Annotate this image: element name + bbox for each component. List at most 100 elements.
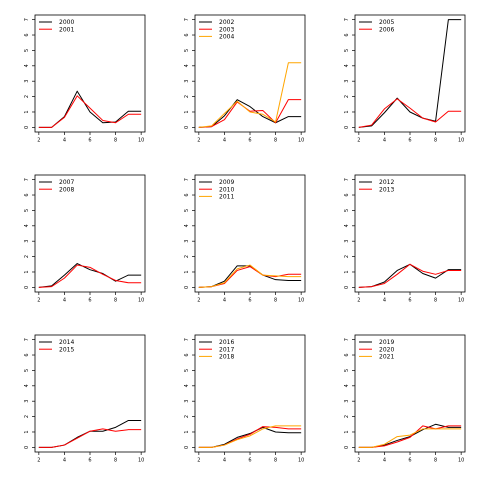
y-tick-label: 4: [344, 384, 350, 387]
y-tick-label: 4: [344, 64, 350, 67]
legend-label: 2008: [59, 186, 74, 193]
series-line-2013: [358, 263, 462, 288]
x-tick-label: 8: [434, 138, 437, 144]
y-tick-label: 1: [24, 430, 30, 433]
y-tick-label: 1: [344, 110, 350, 113]
series-line-2016: [198, 426, 302, 448]
legend-label: 2010: [219, 186, 234, 193]
legend-label: 2017: [219, 346, 234, 353]
y-tick-label: 2: [24, 255, 30, 258]
legend-label: 2007: [59, 179, 74, 186]
plot-frame: [354, 14, 466, 133]
y-tick-label: 1: [184, 270, 190, 273]
y-tick-label: 2: [344, 255, 350, 258]
y-tick-label: 6: [344, 193, 350, 196]
series-line-2018: [198, 425, 302, 448]
x-tick-label: 2: [37, 458, 40, 464]
legend-label: 2004: [219, 34, 234, 41]
x-tick-label: 8: [114, 298, 117, 304]
y-tick-label: 2: [344, 95, 350, 98]
legend-label: 2020: [379, 346, 394, 353]
y-tick-label: 3: [184, 400, 190, 403]
x-tick-label: 2: [197, 458, 200, 464]
x-tick-label: 8: [274, 458, 277, 464]
y-tick-label: 0: [184, 446, 190, 449]
x-tick-label: 10: [298, 138, 304, 144]
series-line-2001: [38, 95, 142, 128]
legend-label: 2016: [219, 339, 234, 346]
y-tick-label: 5: [344, 209, 350, 212]
y-tick-label: 4: [184, 384, 190, 387]
y-tick-label: 4: [184, 64, 190, 67]
x-tick-label: 4: [223, 458, 226, 464]
y-tick-label: 2: [24, 95, 30, 98]
legend-label: 2000: [59, 19, 74, 26]
y-tick-label: 4: [24, 64, 30, 67]
y-tick-label: 7: [344, 338, 350, 341]
x-tick-label: 10: [458, 458, 464, 464]
x-tick-label: 10: [298, 458, 304, 464]
plot-frame: [194, 14, 306, 133]
x-tick-label: 2: [197, 298, 200, 304]
y-tick-label: 1: [344, 270, 350, 273]
y-tick-label: 5: [24, 209, 30, 212]
series-line-2010: [198, 266, 302, 288]
x-tick-label: 6: [408, 138, 411, 144]
y-tick-label: 0: [344, 446, 350, 449]
y-tick-label: 5: [184, 49, 190, 52]
x-tick-label: 6: [408, 458, 411, 464]
y-tick-label: 3: [344, 400, 350, 403]
series-line-2012: [358, 263, 462, 288]
y-tick-label: 2: [184, 95, 190, 98]
x-tick-label: 8: [434, 458, 437, 464]
y-tick-label: 7: [24, 178, 30, 181]
series-line-2019: [358, 423, 462, 448]
plot-frame: [34, 334, 146, 453]
x-tick-label: 10: [458, 138, 464, 144]
x-tick-label: 2: [37, 138, 40, 144]
y-tick-label: 0: [344, 126, 350, 129]
x-tick-label: 4: [383, 138, 386, 144]
series-line-2007: [38, 263, 142, 288]
x-tick-label: 6: [88, 298, 91, 304]
y-tick-label: 0: [184, 286, 190, 289]
series-line-2000: [38, 90, 142, 128]
series-line-2005: [358, 19, 462, 128]
y-tick-label: 4: [24, 384, 30, 387]
y-tick-label: 5: [184, 369, 190, 372]
y-tick-label: 1: [24, 110, 30, 113]
legend-label: 2019: [379, 339, 394, 346]
x-tick-label: 2: [357, 298, 360, 304]
y-tick-label: 6: [184, 193, 190, 196]
y-tick-label: 7: [344, 178, 350, 181]
x-tick-label: 4: [223, 138, 226, 144]
x-tick-label: 10: [138, 298, 144, 304]
series-line-2002: [198, 99, 302, 128]
y-tick-label: 5: [344, 369, 350, 372]
plot-frame: [354, 334, 466, 453]
series-line-2003: [198, 99, 302, 128]
x-tick-label: 2: [37, 298, 40, 304]
x-tick-label: 8: [274, 138, 277, 144]
y-tick-label: 0: [344, 286, 350, 289]
x-tick-label: 2: [357, 138, 360, 144]
y-tick-label: 1: [24, 270, 30, 273]
y-tick-label: 4: [24, 224, 30, 227]
y-tick-label: 7: [184, 338, 190, 341]
y-tick-label: 3: [184, 80, 190, 83]
x-tick-label: 10: [298, 298, 304, 304]
y-tick-label: 2: [344, 415, 350, 418]
series-line-2011: [198, 264, 302, 288]
x-tick-label: 4: [383, 298, 386, 304]
x-tick-label: 8: [114, 458, 117, 464]
y-tick-label: 7: [24, 338, 30, 341]
series-line-2004: [198, 62, 302, 128]
legend-label: 2002: [219, 19, 234, 26]
